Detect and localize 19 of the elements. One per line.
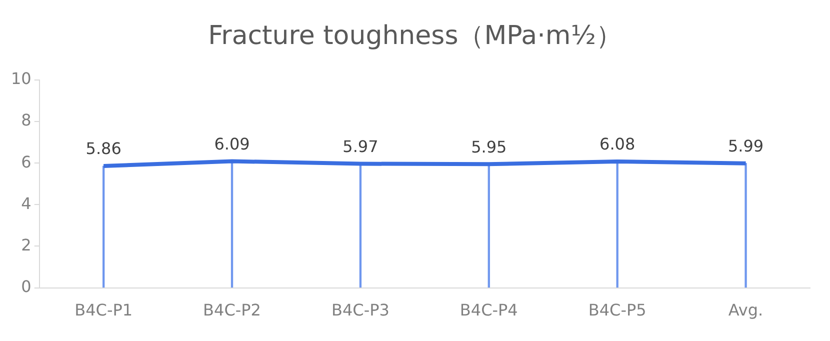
y-tick-label: 6: [21, 152, 32, 172]
y-tick-label: 4: [21, 194, 32, 213]
y-tick-label: 2: [21, 235, 32, 254]
chart-title: Fracture toughness（MPa·m½）: [207, 20, 623, 53]
x-tick-label: B4C-P5: [588, 300, 646, 320]
data-label: 5.99: [728, 136, 764, 156]
x-tick-label: B4C-P2: [203, 300, 261, 320]
data-label: 5.86: [86, 139, 122, 158]
data-label: 6.08: [600, 134, 636, 154]
data-label: 5.95: [471, 137, 507, 156]
y-tick-label: 8: [21, 110, 32, 130]
x-tick-label: B4C-P4: [460, 300, 518, 320]
y-tick-label: 10: [11, 69, 32, 88]
x-tick-label: Avg.: [728, 300, 764, 320]
x-tick-label: B4C-P3: [331, 300, 390, 320]
data-label: 6.09: [214, 134, 250, 154]
data-label: 5.97: [342, 136, 378, 156]
y-tick-label: 0: [21, 276, 32, 296]
x-tick-label: B4C-P1: [74, 300, 133, 320]
